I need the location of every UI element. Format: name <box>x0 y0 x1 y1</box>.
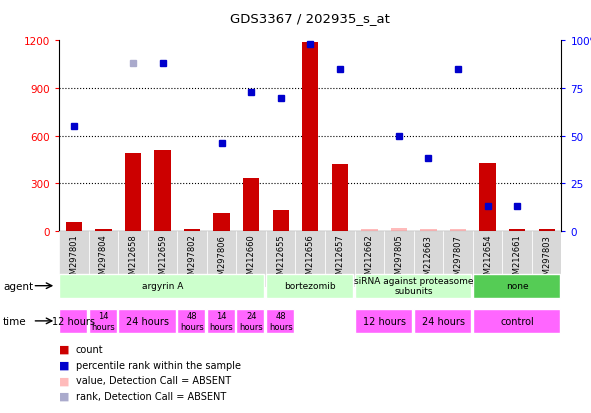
FancyBboxPatch shape <box>266 274 353 298</box>
Text: GSM297804: GSM297804 <box>99 234 108 285</box>
FancyBboxPatch shape <box>473 309 560 333</box>
FancyBboxPatch shape <box>502 231 532 287</box>
FancyBboxPatch shape <box>59 309 87 333</box>
Text: argyrin A: argyrin A <box>142 282 183 290</box>
FancyBboxPatch shape <box>384 231 414 287</box>
FancyBboxPatch shape <box>325 231 355 287</box>
Text: GSM212654: GSM212654 <box>483 234 492 285</box>
FancyBboxPatch shape <box>207 309 235 333</box>
Bar <box>450 230 466 231</box>
Text: GSM297806: GSM297806 <box>217 234 226 285</box>
Bar <box>302 43 319 231</box>
Bar <box>420 230 437 231</box>
FancyBboxPatch shape <box>236 231 266 287</box>
Text: control: control <box>500 316 534 326</box>
Text: 12 hours: 12 hours <box>53 316 95 326</box>
FancyBboxPatch shape <box>89 231 118 287</box>
Text: ■: ■ <box>59 344 70 354</box>
Text: 48
hours: 48 hours <box>180 311 204 331</box>
Bar <box>125 154 141 231</box>
FancyBboxPatch shape <box>207 231 236 287</box>
Text: GSM212663: GSM212663 <box>424 234 433 285</box>
Text: ■: ■ <box>59 375 70 385</box>
Text: count: count <box>76 344 103 354</box>
FancyBboxPatch shape <box>443 231 473 287</box>
Bar <box>391 228 407 231</box>
Text: GSM297803: GSM297803 <box>542 234 551 285</box>
Bar <box>538 230 555 231</box>
Text: rank, Detection Call = ABSENT: rank, Detection Call = ABSENT <box>76 391 226 401</box>
Text: agent: agent <box>3 281 33 291</box>
Bar <box>184 230 200 231</box>
Bar <box>95 230 112 231</box>
FancyBboxPatch shape <box>59 274 264 298</box>
FancyBboxPatch shape <box>473 231 502 287</box>
Bar <box>272 211 289 231</box>
FancyBboxPatch shape <box>177 309 205 333</box>
Text: 48
hours: 48 hours <box>269 311 293 331</box>
FancyBboxPatch shape <box>118 231 148 287</box>
FancyBboxPatch shape <box>355 231 384 287</box>
Bar <box>213 214 230 231</box>
Text: GSM212657: GSM212657 <box>335 234 345 285</box>
Text: GSM212656: GSM212656 <box>306 234 315 285</box>
FancyBboxPatch shape <box>296 231 325 287</box>
Text: GSM297807: GSM297807 <box>453 234 463 285</box>
Text: GSM297805: GSM297805 <box>394 234 404 285</box>
Text: bortezomib: bortezomib <box>284 282 336 290</box>
FancyBboxPatch shape <box>473 274 560 298</box>
Text: time: time <box>3 316 27 326</box>
Text: GSM212658: GSM212658 <box>128 234 138 285</box>
Text: GSM212655: GSM212655 <box>276 234 285 285</box>
Text: siRNA against proteasome
subunits: siRNA against proteasome subunits <box>354 276 473 296</box>
Text: 12 hours: 12 hours <box>363 316 405 326</box>
FancyBboxPatch shape <box>532 231 561 287</box>
Text: GSM212659: GSM212659 <box>158 234 167 285</box>
Text: GSM297802: GSM297802 <box>187 234 197 285</box>
Text: value, Detection Call = ABSENT: value, Detection Call = ABSENT <box>76 375 230 385</box>
Text: 24 hours: 24 hours <box>126 316 169 326</box>
Text: none: none <box>506 282 528 290</box>
FancyBboxPatch shape <box>118 309 176 333</box>
FancyBboxPatch shape <box>266 231 296 287</box>
FancyBboxPatch shape <box>355 274 471 298</box>
Text: percentile rank within the sample: percentile rank within the sample <box>76 360 241 370</box>
FancyBboxPatch shape <box>414 309 471 333</box>
FancyBboxPatch shape <box>148 231 177 287</box>
FancyBboxPatch shape <box>266 309 294 333</box>
Bar <box>332 165 348 231</box>
Text: GSM212660: GSM212660 <box>246 234 256 285</box>
FancyBboxPatch shape <box>89 309 116 333</box>
Text: ■: ■ <box>59 360 70 370</box>
Bar <box>361 230 378 231</box>
Bar <box>66 223 82 231</box>
Text: 24
hours: 24 hours <box>239 311 263 331</box>
FancyBboxPatch shape <box>355 309 412 333</box>
Bar <box>509 230 525 231</box>
Text: GSM212661: GSM212661 <box>512 234 522 285</box>
FancyBboxPatch shape <box>236 309 264 333</box>
Text: 24 hours: 24 hours <box>422 316 465 326</box>
Bar <box>479 163 496 231</box>
Bar <box>154 150 171 231</box>
Text: 14
hours: 14 hours <box>92 311 115 331</box>
Text: GSM297801: GSM297801 <box>69 234 79 285</box>
Text: 14
hours: 14 hours <box>210 311 233 331</box>
FancyBboxPatch shape <box>414 231 443 287</box>
FancyBboxPatch shape <box>177 231 207 287</box>
FancyBboxPatch shape <box>59 231 89 287</box>
Text: ■: ■ <box>59 391 70 401</box>
Text: GSM212662: GSM212662 <box>365 234 374 285</box>
Text: GDS3367 / 202935_s_at: GDS3367 / 202935_s_at <box>230 12 390 25</box>
Bar <box>243 179 259 231</box>
